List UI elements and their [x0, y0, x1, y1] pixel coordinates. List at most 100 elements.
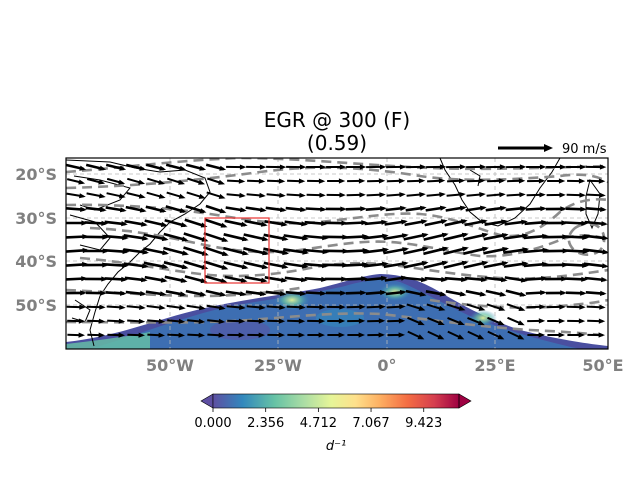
quiver-key: 90 m/s	[498, 142, 607, 157]
wind-arrow-head	[442, 246, 449, 252]
wind-arrow-head	[260, 277, 268, 283]
wind-arrow-head	[120, 290, 127, 296]
wind-arrow-head	[221, 237, 229, 242]
colorbar-gradient	[213, 394, 459, 408]
wind-arrow-head	[219, 208, 227, 214]
wind-arrow-head	[199, 305, 206, 311]
wind-arrow-head	[179, 208, 187, 213]
wind-arrow-head	[479, 192, 486, 198]
wind-arrow-head	[80, 290, 87, 296]
wind-arrow-head	[398, 178, 406, 184]
wind-arrow-head	[238, 318, 246, 324]
wind-arrow-head	[480, 219, 488, 225]
wind-arrow-head	[439, 291, 447, 297]
wind-arrow-head	[282, 250, 289, 256]
wind-arrow-head	[358, 318, 366, 324]
wind-arrow-head	[142, 235, 149, 241]
map-frame	[65, 157, 609, 350]
wind-arrow-head	[182, 250, 189, 256]
wind-arrow-head	[339, 192, 346, 198]
wind-arrow-head	[482, 246, 489, 252]
wind-arrow-head	[259, 164, 267, 170]
wind-arrow-head	[198, 179, 205, 185]
wind-arrow-head	[382, 261, 389, 267]
wind-arrow-head	[541, 219, 548, 226]
lon-label-25w: 25°W	[254, 356, 302, 375]
wind-arrow-head	[440, 219, 448, 225]
wind-arrow-head	[260, 221, 268, 227]
wind-arrow-head	[600, 290, 607, 296]
wind-arrow-head	[198, 318, 206, 324]
wind-arrow-head	[558, 332, 565, 338]
wind-arrow-head	[378, 178, 386, 184]
wind-arrow-head	[559, 192, 566, 198]
wind-arrow-head	[318, 332, 325, 338]
wind-arrow-head	[501, 219, 508, 225]
wind-arrow-head	[99, 193, 106, 199]
wind-arrow-head	[319, 304, 326, 310]
wind-arrow-head	[501, 233, 509, 239]
wind-arrow-head	[500, 205, 507, 211]
wind-arrow-head	[118, 318, 126, 324]
wind-arrow-head	[242, 250, 249, 256]
wind-arrow-head	[139, 291, 147, 297]
wind-arrow-head	[439, 205, 447, 211]
wind-arrow-head	[560, 206, 567, 212]
wind-arrow-head	[417, 320, 425, 326]
lon-label-0: 0°	[377, 356, 396, 375]
wind-arrow-head	[200, 278, 208, 284]
wind-arrow-head	[458, 305, 466, 311]
wind-arrow-head	[601, 221, 608, 227]
wind-arrow-head	[118, 332, 125, 338]
wind-arrow-head	[119, 207, 127, 213]
wind-arrow-head	[400, 275, 408, 281]
wind-arrow-head	[461, 276, 468, 283]
wind-arrow-head	[399, 192, 406, 198]
figure-subtitle: (0.59)	[307, 131, 367, 155]
wind-arrow-head	[158, 332, 165, 338]
wind-arrow-head	[239, 291, 247, 297]
wind-arrow-head	[578, 332, 585, 338]
wind-arrow-head	[602, 235, 608, 241]
wind-arrow-head	[299, 164, 307, 170]
wind-arrow-head	[278, 318, 286, 324]
wind-arrow-head	[579, 304, 586, 310]
wind-arrow-head	[379, 192, 386, 198]
wind-arrow-head	[340, 206, 347, 212]
colorbar-tick-label: 9.423	[405, 416, 442, 431]
wind-arrow-head	[439, 192, 446, 198]
wind-arrow-head	[599, 164, 607, 170]
wind-arrow-head	[100, 290, 107, 296]
wind-arrow-head	[479, 164, 487, 170]
wind-arrow-head	[460, 219, 468, 225]
lon-label-50e: 50°E	[582, 356, 623, 375]
map-panel	[65, 157, 609, 350]
wind-arrow-head	[481, 232, 489, 238]
wind-arrow-head	[538, 318, 546, 324]
wind-arrow-head	[540, 206, 547, 212]
figure-title: EGR @ 300 (F)	[264, 108, 410, 132]
wind-arrow-head	[399, 304, 406, 310]
wind-arrow-head	[118, 193, 126, 199]
wind-arrow-head	[300, 290, 307, 297]
wind-arrow-head	[318, 178, 326, 184]
wind-arrow-head	[402, 247, 409, 253]
wind-arrow-head	[259, 304, 266, 310]
wind-arrow-head	[280, 207, 287, 213]
wind-arrow-head	[319, 164, 327, 170]
wind-arrow-head	[179, 291, 187, 297]
wind-arrow-head	[517, 320, 525, 326]
lon-label-50w: 50°W	[146, 356, 194, 375]
wind-arrow-head	[519, 192, 526, 198]
wind-arrow-head	[398, 318, 406, 324]
wind-arrow-head	[520, 277, 528, 283]
wind-arrow-head	[298, 318, 306, 324]
wind-arrow-head	[379, 164, 387, 170]
wind-arrow-head	[560, 290, 567, 296]
wind-arrow-head	[421, 260, 429, 266]
lat-label-30s: 30°S	[15, 209, 57, 228]
wind-arrow-head	[219, 165, 227, 171]
wind-arrow-head	[258, 178, 266, 184]
wind-arrow-head	[79, 304, 86, 310]
